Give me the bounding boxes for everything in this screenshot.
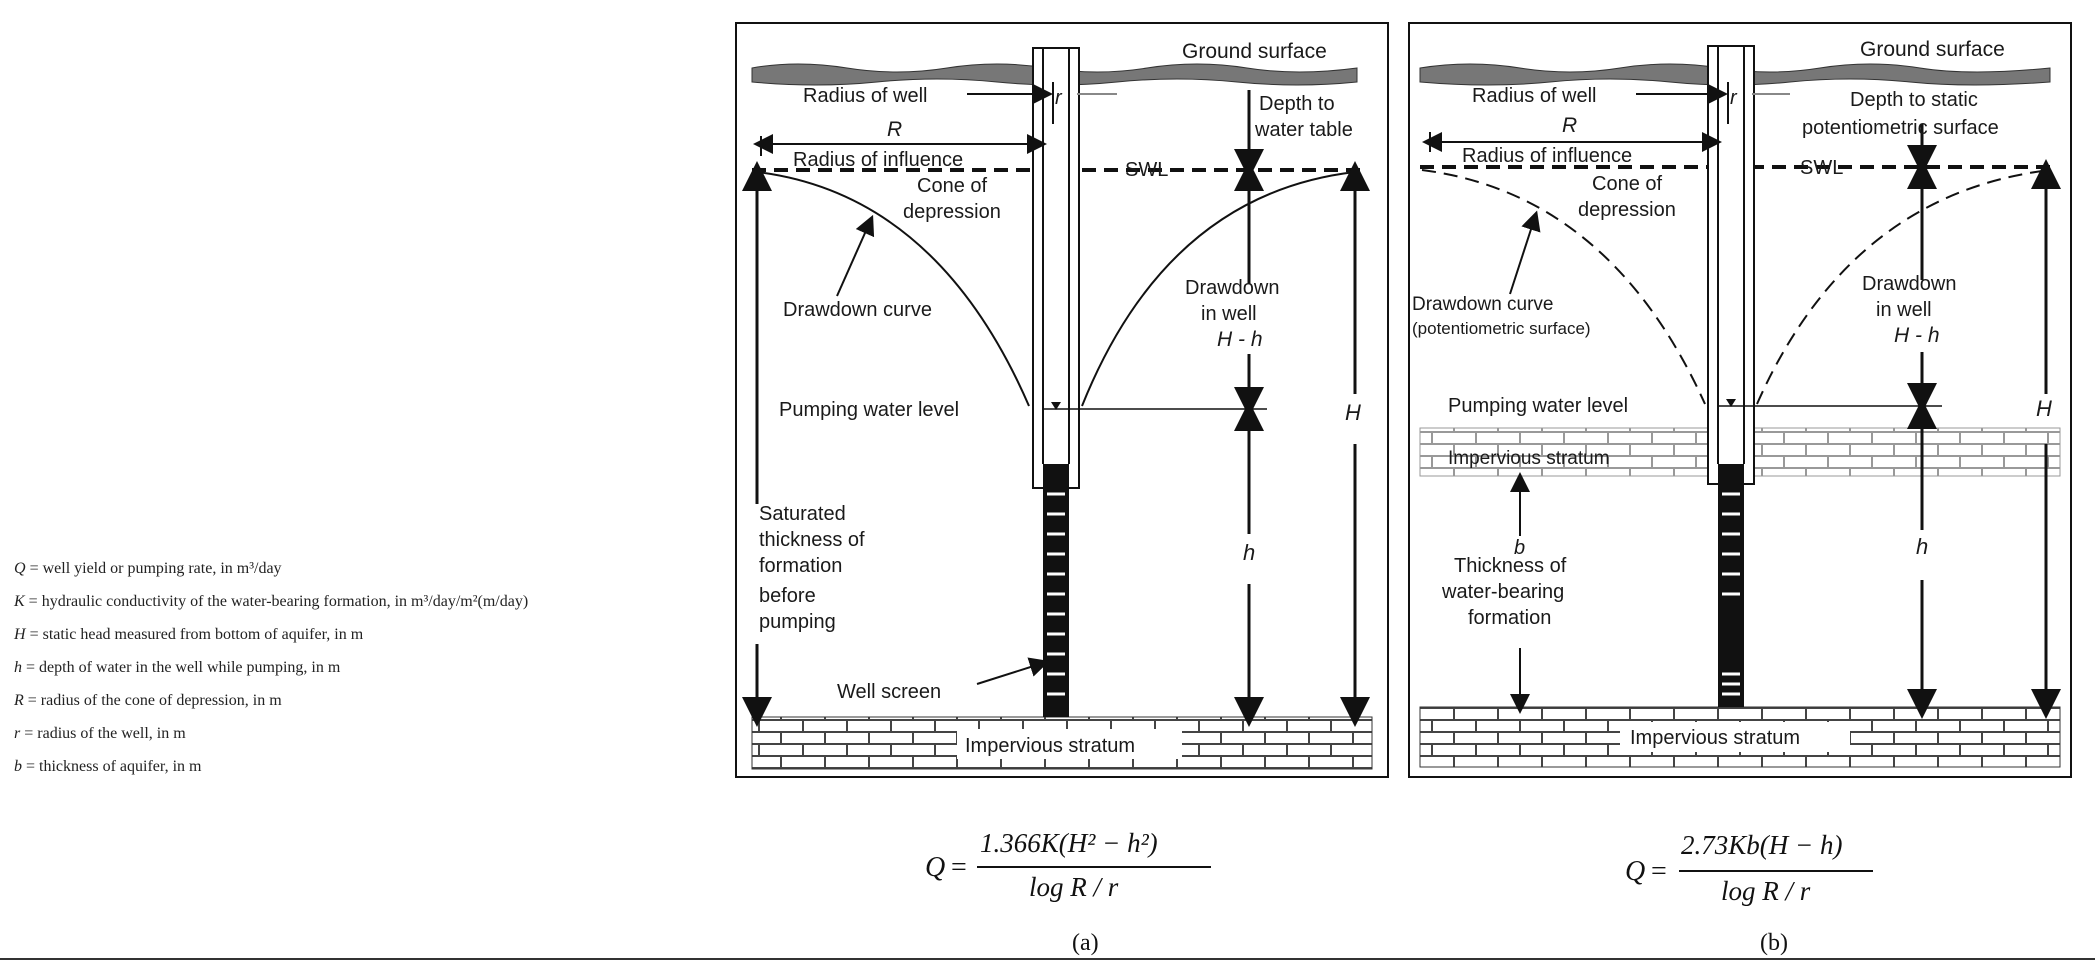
cone-label-1: Cone of — [1592, 173, 1662, 195]
thickness-label-3: formation — [1468, 607, 1551, 629]
impervious-stratum-top-label: Impervious stratum — [1448, 448, 1610, 469]
formula-a-lhs: Q — [925, 852, 946, 883]
saturated-label-3: formation — [759, 555, 842, 577]
drawdown-in-well-label-2: in well — [1876, 299, 1932, 321]
drawdown-curve-label-1: Drawdown curve — [1412, 294, 1554, 315]
formula-b-fraction-bar — [1679, 870, 1873, 872]
depth-to-static-label-1: Depth to static — [1850, 89, 1978, 111]
well-screen — [1718, 464, 1744, 707]
saturated-label-4: before — [759, 585, 816, 607]
caption-a: (a) — [1072, 930, 1099, 956]
depth-to-static-label-2: potentiometric surface — [1802, 117, 1999, 139]
well-screen-label: Well screen — [837, 681, 941, 703]
drawdown-curve-right — [1756, 169, 2051, 405]
drawdown-curve-left — [756, 171, 1030, 407]
thickness-label-1: Thickness of — [1454, 555, 1567, 577]
diagram-unconfined-aquifer: Ground surface Radius of well r Depth to… — [735, 22, 1389, 778]
R-label: R — [1562, 114, 1577, 137]
diagram-a-drawing: Ground surface Radius of well r Depth to… — [742, 40, 1373, 770]
thickness-label-2: water-bearing — [1441, 581, 1564, 603]
radius-of-well-label: Radius of well — [1472, 85, 1597, 107]
R-label: R — [887, 118, 902, 141]
drawdown-in-well-label-3: H - h — [1894, 324, 1940, 347]
water-level-symbol — [1051, 402, 1061, 410]
legend-row-h-upper: H = static head measured from bottom of … — [14, 626, 364, 643]
cone-label-2: depression — [903, 201, 1001, 223]
drawdown-curve-right — [1081, 171, 1356, 407]
legend-row-r-upper: R = radius of the cone of depression, in… — [14, 692, 282, 709]
water-level-symbol — [1726, 399, 1736, 407]
r-label: r — [1055, 87, 1063, 109]
impervious-label-bg — [957, 729, 1182, 759]
drawdown-in-well-label-3: H - h — [1217, 328, 1263, 351]
variable-legend: Q = well yield or pumping rate, in m³/da… — [14, 552, 714, 783]
radius-of-well-label: Radius of well — [803, 85, 928, 107]
drawdown-in-well-label-2: in well — [1201, 303, 1257, 325]
formula-confined: Q = 2.73Kb(H − h) log R / r — [1625, 822, 1875, 912]
formula-a-denominator: log R / r — [1029, 872, 1119, 902]
ground-surface-label: Ground surface — [1182, 40, 1327, 63]
b-label: b — [1514, 537, 1525, 559]
diagram-b-drawing: Ground surface Radius of well r Depth to… — [1412, 38, 2061, 768]
formula-b-denominator: log R / r — [1721, 876, 1811, 906]
legend-row-b: b = thickness of aquifer, in m — [14, 758, 202, 775]
formula-a-equals: = — [951, 852, 967, 883]
cone-label-2: depression — [1578, 199, 1676, 221]
formula-b-numerator: 2.73Kb(H − h) — [1681, 830, 1843, 860]
drawdown-curve-label-2: (potentiometric surface) — [1412, 319, 1591, 338]
formula-a-fraction-bar — [977, 866, 1211, 868]
page-divider — [0, 958, 2095, 960]
legend-row-k: K = hydraulic conductivity of the water-… — [14, 593, 529, 610]
ground-surface-label: Ground surface — [1860, 38, 2005, 61]
h-label: h — [1916, 534, 1928, 559]
cone-label-1: Cone of — [917, 175, 987, 197]
caption-b: (b) — [1760, 930, 1788, 956]
h-label: h — [1243, 540, 1255, 565]
formula-a-numerator: 1.366K(H² − h²) — [980, 828, 1158, 858]
diagram-confined-aquifer: Ground surface Radius of well r Depth to… — [1408, 22, 2072, 778]
impervious-stratum-label: Impervious stratum — [1630, 727, 1800, 749]
depth-to-water-label-2: water table — [1254, 119, 1353, 141]
r-label: r — [1730, 87, 1738, 109]
pumping-water-level-label: Pumping water level — [779, 399, 959, 421]
well-casing — [1707, 45, 1755, 485]
legend-row-r-lower: r = radius of the well, in m — [14, 725, 186, 742]
drawdown-in-well-label-1: Drawdown — [1185, 277, 1279, 299]
drawdown-in-well-label-1: Drawdown — [1862, 273, 1956, 295]
impervious-stratum-label: Impervious stratum — [965, 735, 1135, 757]
legend-row-q: Q = well yield or pumping rate, in m³/da… — [14, 560, 282, 577]
saturated-label-5: pumping — [759, 611, 836, 633]
formula-b-equals: = — [1651, 856, 1667, 887]
depth-to-water-label-1: Depth to — [1259, 93, 1335, 115]
swl-label: SWL — [1125, 159, 1168, 181]
formula-unconfined: Q = 1.366K(H² − h²) log R / r — [925, 822, 1215, 912]
saturated-label-1: Saturated — [759, 503, 846, 525]
H-label: H — [2036, 396, 2052, 421]
drawdown-curve-label: Drawdown curve — [783, 299, 932, 321]
well-casing — [1032, 47, 1080, 489]
legend-row-h-lower: h = depth of water in the well while pum… — [14, 659, 341, 676]
well-screen — [1043, 464, 1069, 717]
formula-b-lhs: Q — [1625, 856, 1646, 887]
pumping-water-level-label: Pumping water level — [1448, 395, 1628, 417]
H-label: H — [1345, 400, 1361, 425]
radius-of-influence-label: Radius of influence — [1462, 145, 1632, 167]
saturated-label-2: thickness of — [759, 529, 865, 551]
swl-label: SWL — [1800, 157, 1843, 179]
radius-of-influence-label: Radius of influence — [793, 149, 963, 171]
drawdown-curve-left — [1421, 169, 1706, 405]
